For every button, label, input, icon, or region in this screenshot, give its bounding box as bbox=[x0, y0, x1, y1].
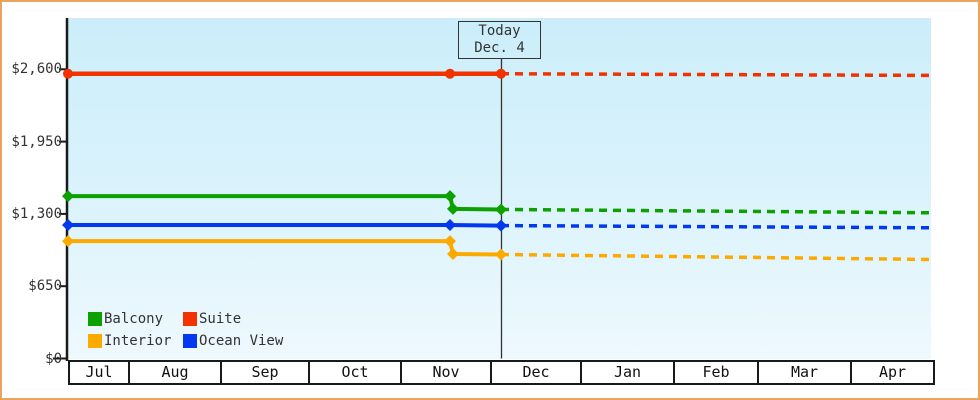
series-marker-interior bbox=[62, 235, 74, 248]
month-cell-sep: Sep bbox=[222, 362, 310, 383]
series-line-balcony bbox=[66, 194, 503, 212]
series-marker-balcony bbox=[447, 202, 459, 215]
series-forecast-balcony bbox=[500, 207, 932, 215]
month-cell-aug: Aug bbox=[130, 362, 222, 383]
month-cell-jan: Jan bbox=[582, 362, 675, 383]
series-line-ocean-view bbox=[66, 223, 503, 228]
series-line-interior bbox=[66, 239, 503, 257]
series-forecast-suite bbox=[500, 71, 932, 78]
legend-swatch-icon bbox=[88, 312, 102, 326]
legend-label: Ocean View bbox=[199, 333, 284, 349]
month-cell-jul: Jul bbox=[70, 362, 130, 383]
legend-label: Balcony bbox=[104, 311, 164, 327]
today-label: Today bbox=[478, 23, 521, 39]
y-axis-label: $2,600 bbox=[11, 61, 62, 78]
legend-label: Suite bbox=[199, 311, 242, 327]
series-marker-ocean-view bbox=[495, 219, 507, 232]
legend-item-interior: Interior bbox=[88, 331, 183, 351]
month-cell-dec: Dec bbox=[492, 362, 582, 383]
series-marker-suite bbox=[496, 68, 506, 79]
series-forecast-interior bbox=[500, 252, 932, 262]
series-marker-suite bbox=[445, 68, 455, 79]
x-axis-month-band: Jul Aug Sep Oct Nov Dec Jan Feb Mar Apr bbox=[68, 360, 935, 385]
series-marker-balcony bbox=[444, 190, 456, 203]
series-marker-suite bbox=[63, 68, 73, 79]
series-marker-balcony bbox=[495, 203, 507, 216]
today-marker-box: Today Dec. 4 bbox=[458, 21, 541, 59]
month-cell-oct: Oct bbox=[310, 362, 402, 383]
series-marker-interior bbox=[447, 247, 459, 260]
month-cell-apr: Apr bbox=[878, 363, 907, 381]
legend-swatch-icon bbox=[183, 312, 197, 326]
series-marker-ocean-view bbox=[444, 219, 456, 232]
series-marker-interior bbox=[495, 248, 507, 261]
legend-swatch-icon bbox=[88, 334, 102, 348]
month-cell-nov: Nov bbox=[402, 362, 492, 383]
legend-item-ocean-view: Ocean View bbox=[183, 331, 283, 351]
y-axis-label: $1,950 bbox=[11, 133, 62, 150]
month-cell-mar: Mar bbox=[759, 362, 852, 383]
today-date: Dec. 4 bbox=[474, 40, 525, 56]
y-axis-label: $1,300 bbox=[11, 205, 62, 222]
legend-swatch-icon bbox=[183, 334, 197, 348]
chart-legend: Balcony Suite Interior Ocean View bbox=[88, 309, 283, 351]
y-axis-label: $0 bbox=[45, 350, 62, 367]
series-marker-ocean-view bbox=[62, 219, 74, 232]
series-forecast-ocean-view bbox=[500, 223, 932, 230]
y-axis-label: $650 bbox=[28, 278, 62, 295]
month-cell-feb: Feb bbox=[675, 362, 759, 383]
legend-item-balcony: Balcony bbox=[88, 309, 183, 329]
series-marker-interior bbox=[444, 235, 456, 248]
legend-label: Interior bbox=[104, 333, 172, 349]
legend-item-suite: Suite bbox=[183, 309, 283, 329]
series-marker-balcony bbox=[62, 190, 74, 203]
